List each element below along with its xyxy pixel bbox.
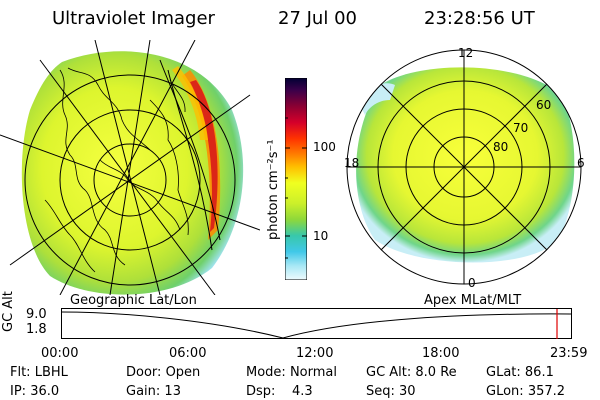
altitude-plot (61, 308, 572, 339)
header-time: 23:28:56 UT (424, 8, 535, 29)
status-ip: IP: 36.0 (10, 384, 60, 399)
mlat-label-80: 80 (493, 140, 509, 154)
altitude-ytick-1: 1.8 (26, 322, 47, 337)
time-tick-0600: 06:00 (169, 346, 207, 361)
altitude-ylabel: GC Alt (1, 291, 16, 332)
header-date: 27 Jul 00 (278, 8, 357, 29)
status-glat: GLat: 86.1 (486, 365, 554, 380)
colorbar (285, 78, 307, 280)
status-seq: Seq: 30 (366, 384, 416, 399)
colorbar-unit-label: photon cm⁻²s⁻¹ (266, 139, 281, 240)
geographic-image (0, 40, 260, 295)
time-tick-0000: 00:00 (41, 346, 79, 361)
mlt-label-12: 12 (458, 46, 474, 60)
app-title: Ultraviolet Imager (52, 8, 215, 29)
altitude-ytick-9: 9.0 (26, 307, 47, 322)
right-panel-caption: Apex MLat/MLT (424, 293, 522, 308)
status-dsp: Dsp: 4.3 (246, 384, 313, 399)
mlt-label-18: 18 (344, 156, 360, 170)
mlt-label-0: 0 (468, 276, 476, 290)
status-gc-alt: GC Alt: 8.0 Re (366, 365, 457, 380)
colorbar-tick-10: 10 (313, 229, 329, 243)
magnetic-polar-plot (346, 49, 582, 285)
mlat-label-60: 60 (536, 98, 552, 112)
mlt-label-6: 6 (577, 156, 585, 170)
status-gain: Gain: 13 (126, 384, 181, 399)
time-tick-1200: 12:00 (296, 346, 334, 361)
mlat-label-70: 70 (513, 121, 529, 135)
left-panel-caption: Geographic Lat/Lon (70, 293, 197, 308)
colorbar-tick-100: 100 (313, 140, 336, 154)
time-tick-2359: 23:59 (550, 346, 588, 361)
status-mode: Mode: Normal (246, 365, 337, 380)
status-glon: GLon: 357.2 (486, 384, 566, 399)
status-door: Door: Open (126, 365, 201, 380)
time-tick-1800: 18:00 (422, 346, 460, 361)
status-filter: Flt: LBHL (10, 365, 68, 380)
